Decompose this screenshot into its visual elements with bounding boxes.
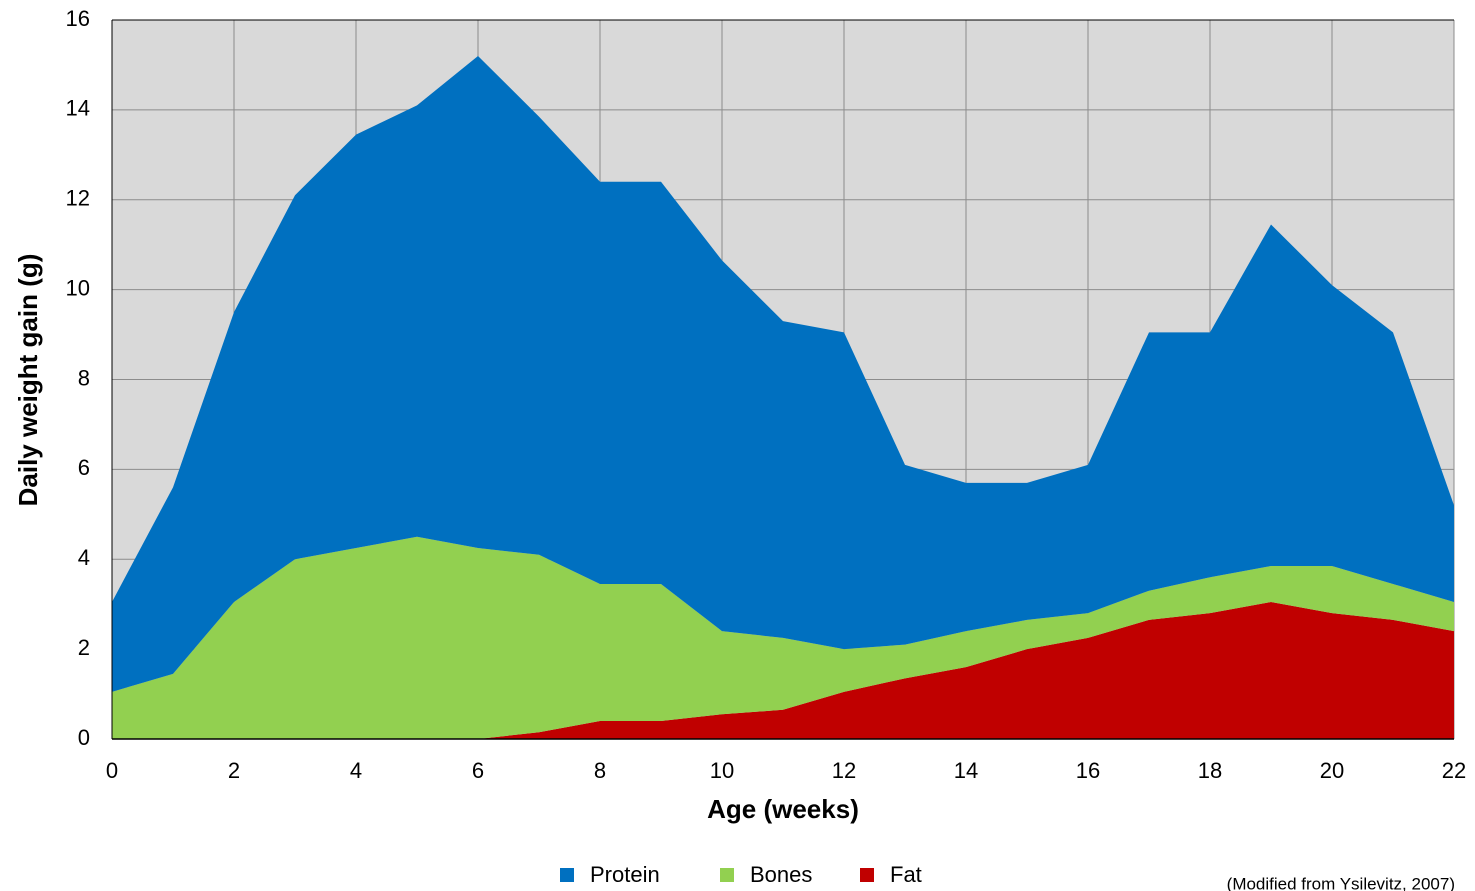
y-axis-label: Daily weight gain (g) <box>13 254 43 507</box>
x-tick-label: 20 <box>1320 758 1344 783</box>
x-tick-label: 16 <box>1076 758 1100 783</box>
legend-swatch <box>560 868 574 882</box>
x-tick-label: 10 <box>710 758 734 783</box>
legend-label: Bones <box>750 862 812 887</box>
x-tick-label: 12 <box>832 758 856 783</box>
y-tick-label: 12 <box>66 186 90 211</box>
area <box>112 601 1454 739</box>
x-tick-label: 8 <box>594 758 606 783</box>
source-note: (Modified from Ysilevitz, 2007) <box>1227 874 1455 891</box>
y-tick-label: 10 <box>66 275 90 300</box>
legend-label: Fat <box>890 862 922 887</box>
legend-swatch <box>860 868 874 882</box>
y-tick-label: 4 <box>78 545 90 570</box>
x-tick-label: 4 <box>350 758 362 783</box>
x-tick-label: 0 <box>106 758 118 783</box>
y-tick-label: 8 <box>78 365 90 390</box>
y-tick-label: 0 <box>78 725 90 750</box>
y-tick-label: 16 <box>66 6 90 31</box>
area <box>112 55 1454 692</box>
y-tick-label: 2 <box>78 635 90 660</box>
x-tick-label: 6 <box>472 758 484 783</box>
x-tick-label: 14 <box>954 758 978 783</box>
legend-swatch <box>720 868 734 882</box>
x-axis-label: Age (weeks) <box>707 794 859 824</box>
legend-label: Protein <box>590 862 660 887</box>
y-tick-label: 14 <box>66 96 90 121</box>
x-tick-label: 18 <box>1198 758 1222 783</box>
x-tick-label: 22 <box>1442 758 1466 783</box>
x-tick-label: 2 <box>228 758 240 783</box>
y-tick-label: 6 <box>78 455 90 480</box>
